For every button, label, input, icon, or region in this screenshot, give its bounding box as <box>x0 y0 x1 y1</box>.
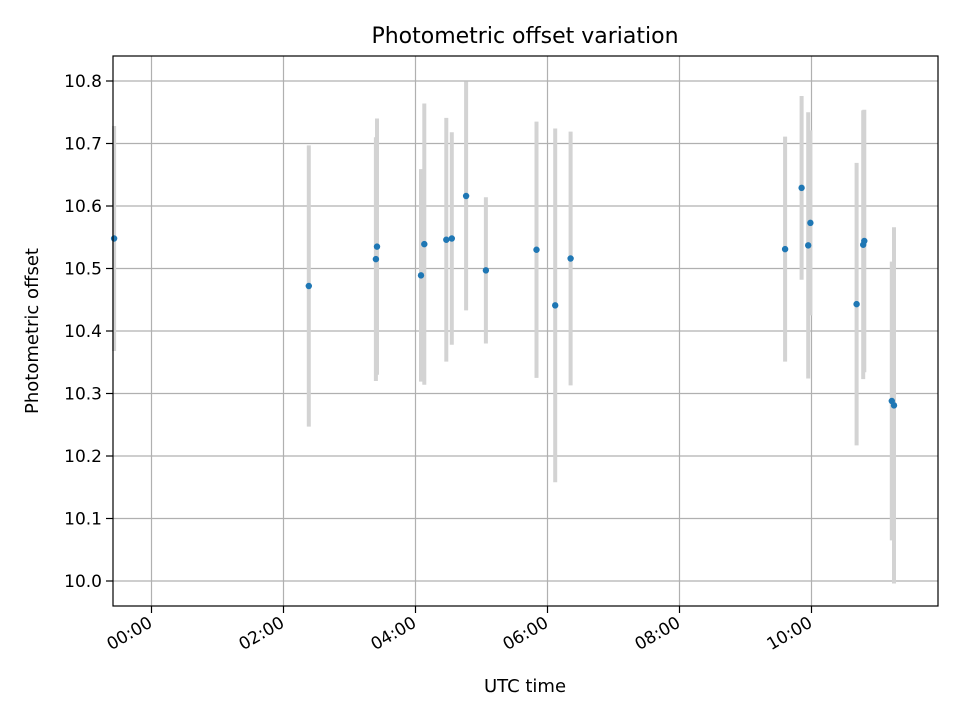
data-point <box>805 242 812 249</box>
y-axis-label: Photometric offset <box>22 248 43 414</box>
data-point <box>533 246 540 253</box>
data-points <box>110 184 898 409</box>
data-point <box>890 402 898 409</box>
data-point <box>781 245 789 253</box>
y-tick-label: 10.4 <box>64 322 102 342</box>
data-point <box>417 272 425 279</box>
data-point <box>462 192 470 200</box>
y-tick-label: 10.5 <box>64 260 102 280</box>
data-point <box>853 300 860 308</box>
y-tick-label: 10.6 <box>64 197 102 217</box>
data-point <box>443 236 450 243</box>
y-tick-label: 10.0 <box>64 572 102 592</box>
y-axis-ticks: 10.0 10.1 10.2 10.3 10.4 10.5 10.6 10.7 10.8 <box>64 72 113 592</box>
y-tick-label: 10.3 <box>64 385 102 405</box>
y-tick-label: 10.1 <box>64 510 102 530</box>
data-point <box>372 255 380 263</box>
data-point <box>421 240 428 248</box>
x-axis-label: UTC time <box>484 676 566 697</box>
data-point <box>305 282 312 290</box>
data-point <box>110 235 118 242</box>
y-tick-label: 10.2 <box>64 447 102 467</box>
data-point <box>373 243 381 250</box>
data-point <box>567 255 574 262</box>
y-tick-label: 10.7 <box>64 135 102 155</box>
data-point <box>807 219 814 227</box>
chart-title: Photometric offset variation <box>371 24 678 49</box>
data-point <box>482 267 490 274</box>
data-point <box>798 184 805 192</box>
data-point <box>861 237 868 245</box>
data-point <box>448 235 455 242</box>
data-point <box>552 302 559 309</box>
y-tick-label: 10.8 <box>64 72 102 92</box>
